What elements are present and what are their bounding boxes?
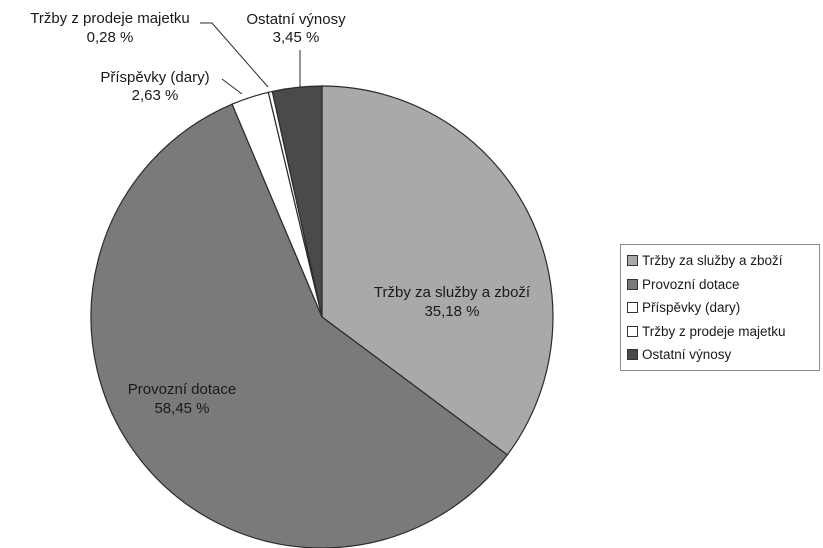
legend-item: Provozní dotace (627, 273, 815, 297)
slice-label-value: 3,45 % (273, 29, 320, 46)
slice-label-value: 0,28 % (87, 29, 134, 46)
legend-label: Ostatní výnosy (642, 347, 732, 363)
leader-lines (200, 22, 301, 95)
pie-slice-ostatni-vynosy (271, 85, 323, 318)
legend-item: Tržby za služby a zboží (627, 249, 815, 273)
slice-label-name: Příspěvky (dary) (100, 69, 209, 86)
legend-swatch (627, 349, 638, 361)
slice-label-name: Ostatní výnosy (246, 11, 346, 28)
legend-label: Příspěvky (dary) (642, 300, 741, 316)
leader-line (200, 22, 269, 88)
slice-label-value: 35,18 % (424, 303, 479, 320)
legend: Tržby za služby a zboží Provozní dotace … (620, 244, 820, 371)
slice-label-name: Tržby za služby a zboží (374, 284, 531, 301)
pie-slice-provozni-dotace (90, 103, 509, 548)
slice-labels: Tržby za služby a zboží 35,18 % Provozní d… (30, 10, 531, 417)
slice-label-name: Provozní dotace (128, 381, 236, 398)
leader-line (221, 78, 243, 95)
pie-slices (90, 85, 554, 548)
legend-swatch (627, 255, 638, 267)
legend-label: Provozní dotace (642, 276, 740, 292)
legend-label: Tržby za služby a zboží (642, 253, 783, 269)
slice-label-value: 58,45 % (154, 400, 209, 417)
legend-label: Tržby z prodeje majetku (642, 323, 786, 339)
legend-swatch (627, 278, 638, 290)
legend-swatch (627, 302, 638, 314)
slice-label-value: 2,63 % (132, 87, 179, 104)
legend-swatch (627, 325, 638, 337)
pie-slice-trzby-za-sluzby (321, 85, 554, 456)
legend-item: Příspěvky (dary) (627, 296, 815, 320)
legend-item: Ostatní výnosy (627, 343, 815, 367)
slice-label-name: Tržby z prodeje majetku (30, 10, 190, 27)
legend-item: Tržby z prodeje majetku (627, 320, 815, 344)
